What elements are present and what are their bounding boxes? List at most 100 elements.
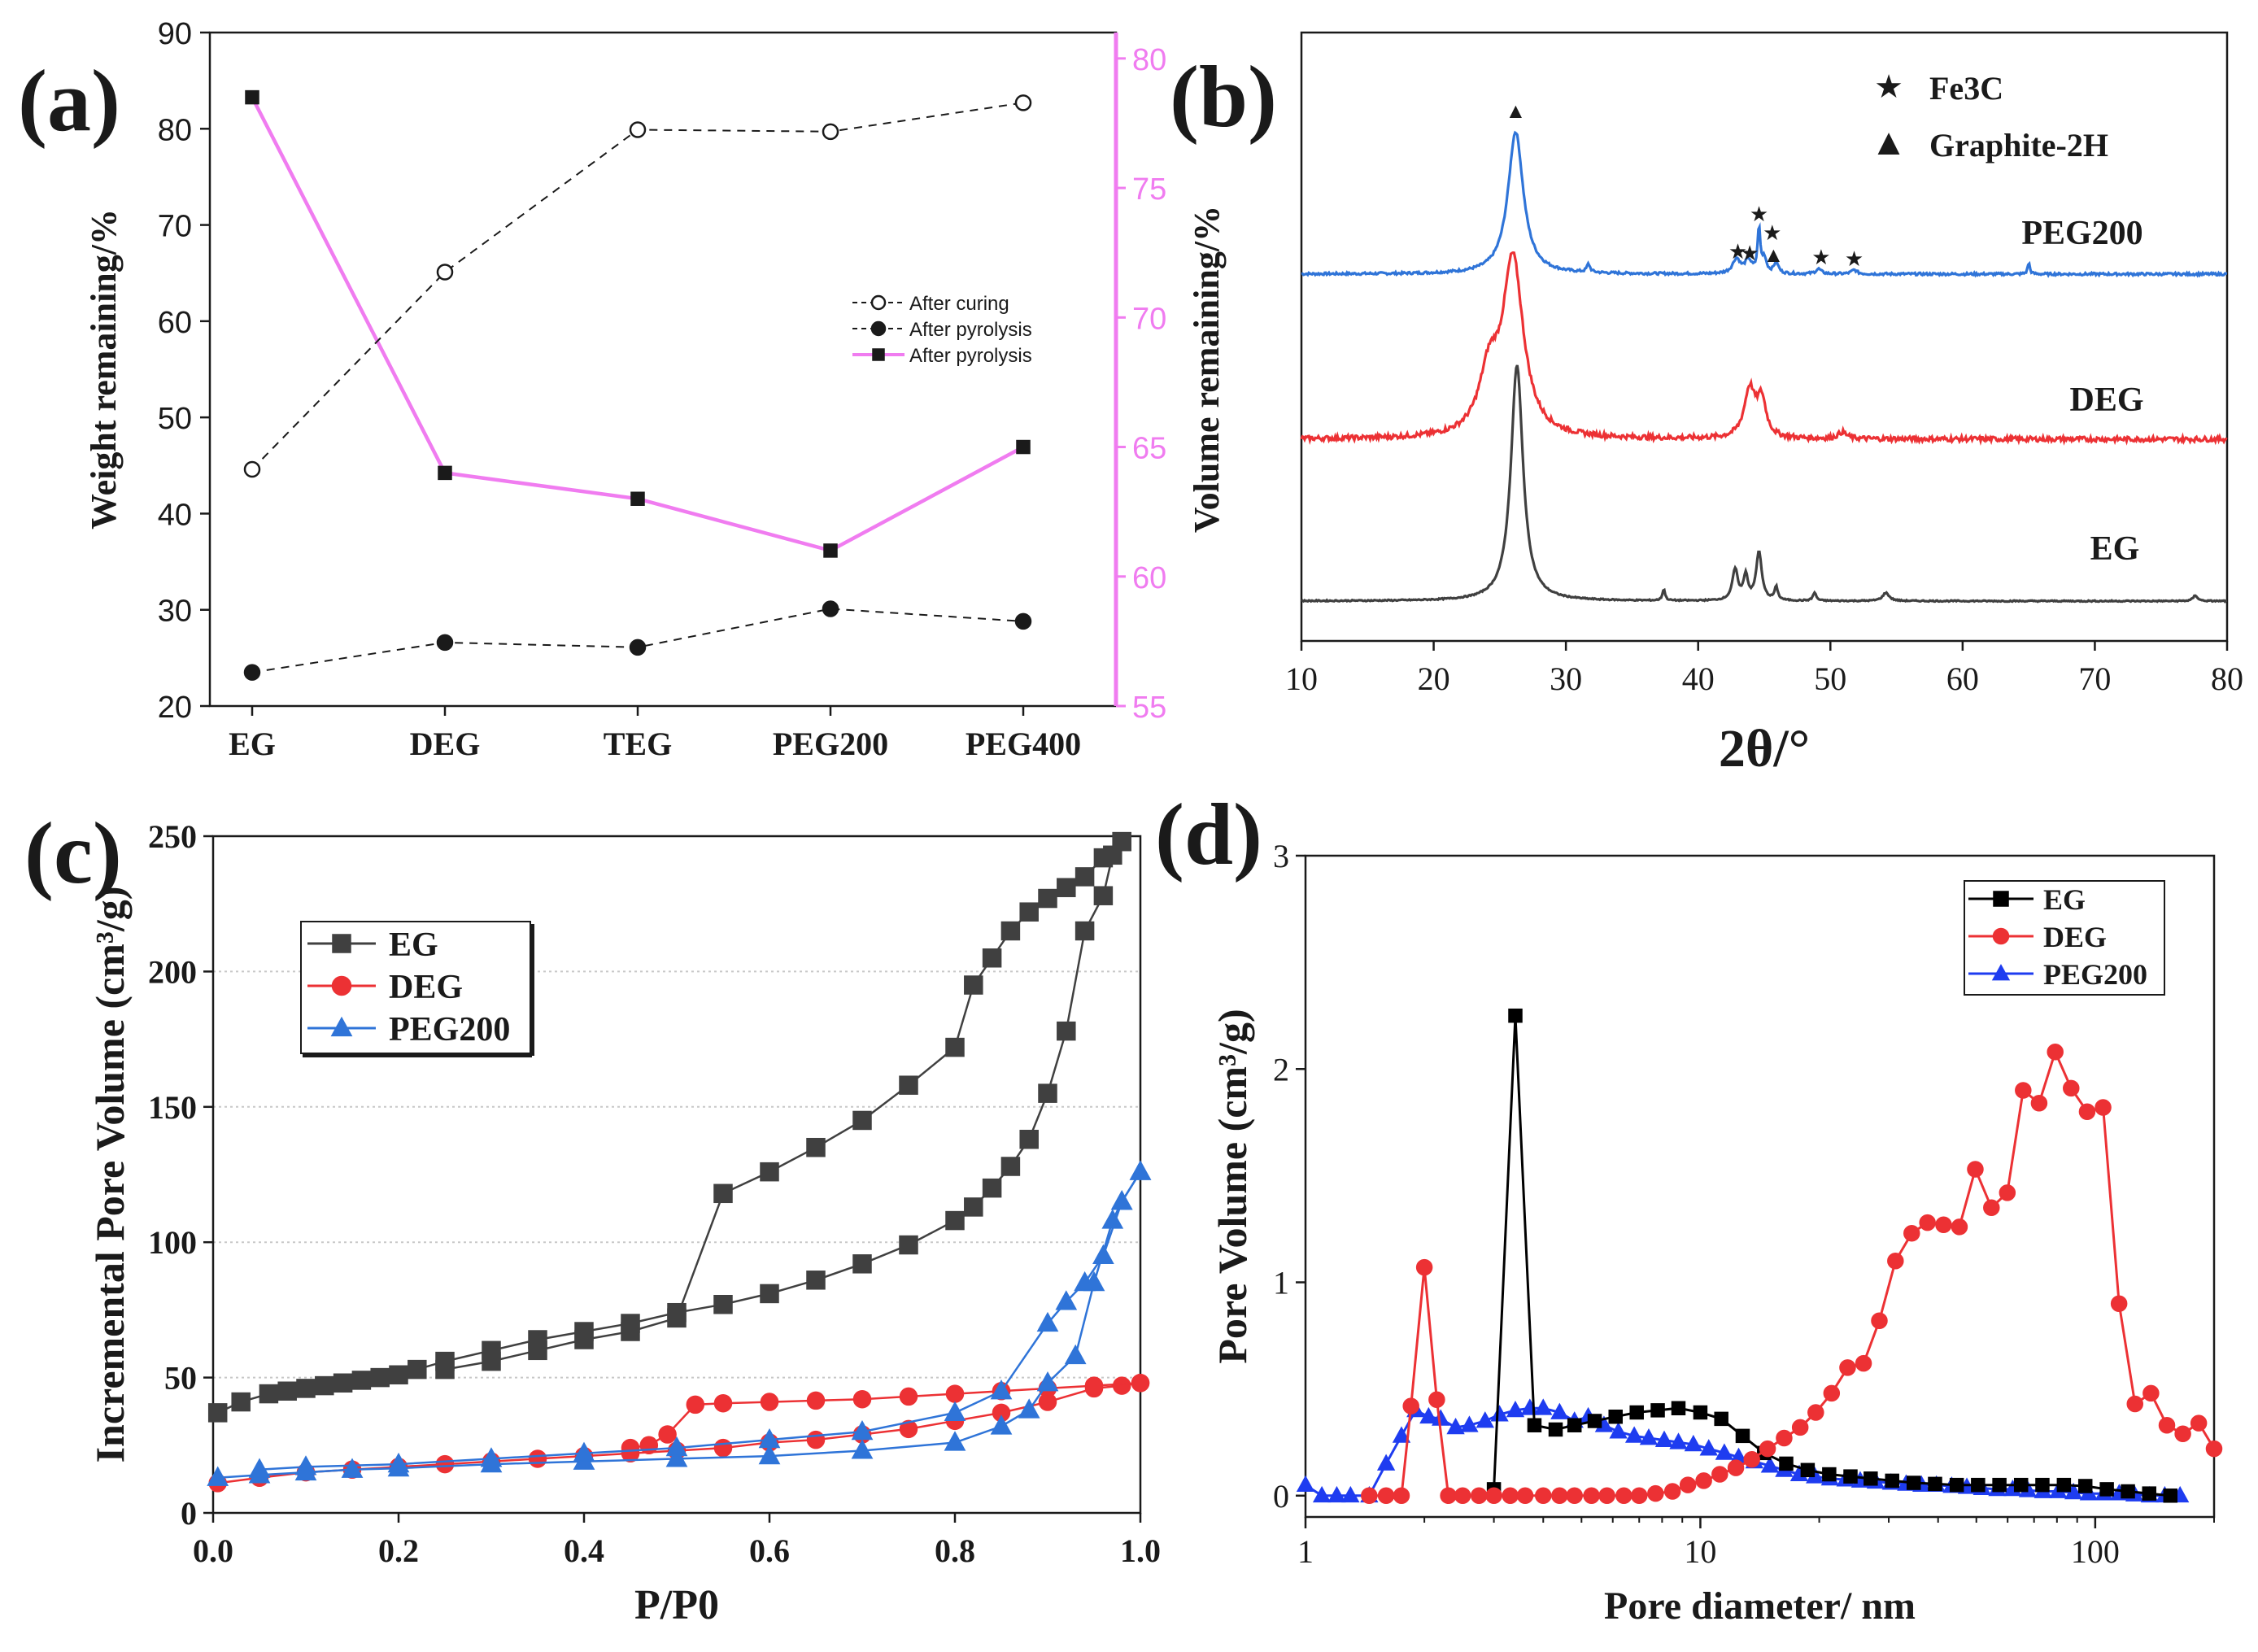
peak-marker-b: ▲ xyxy=(1763,242,1785,267)
x-tick-label-c: 0.6 xyxy=(749,1532,790,1569)
x-tick-label-b: 70 xyxy=(2078,660,2111,697)
point-DEG-d xyxy=(1871,1312,1888,1329)
legend-label-b: Fe3C xyxy=(1929,70,2003,107)
point-EG-d xyxy=(1629,1405,1644,1420)
legend-a: After curing After pyrolysis After pyrolys… xyxy=(848,289,1051,380)
point-EG-c xyxy=(315,1375,334,1396)
point-DEG-d xyxy=(2015,1082,2032,1099)
point-EG-d xyxy=(1527,1418,1542,1432)
point-PEG200-d xyxy=(1490,1405,1509,1422)
point-DEG-c xyxy=(713,1393,733,1413)
point-EG-d xyxy=(1971,1477,1986,1493)
point-DEG-d xyxy=(1807,1404,1824,1421)
point-PEG200-c xyxy=(1064,1344,1087,1365)
y-left-tick-label-a: 70 xyxy=(158,210,192,244)
point-DEG-c xyxy=(1131,1374,1150,1393)
point-DEG-c xyxy=(435,1454,455,1474)
point-EG-c xyxy=(482,1351,501,1371)
point-PEG200-c xyxy=(1018,1398,1040,1419)
point-EG-d xyxy=(1693,1405,1708,1420)
point-DEG-c xyxy=(899,1387,918,1406)
point-PEG200-d xyxy=(1624,1426,1644,1443)
point-DEG-d xyxy=(1903,1224,1920,1242)
point-EG-c xyxy=(713,1183,733,1204)
point-EG-c xyxy=(370,1367,390,1388)
point-EG-c xyxy=(1112,831,1131,852)
point-EG-c xyxy=(806,1271,826,1290)
point-EG-c xyxy=(945,1210,965,1231)
point-PEG200-c xyxy=(573,1441,595,1462)
y-tick-label-c: 50 xyxy=(164,1360,197,1397)
x-axis-title-c: P/P0 xyxy=(634,1582,719,1628)
point-DEG-d xyxy=(2047,1044,2064,1061)
y-right-tick-label-a: 80 xyxy=(1132,43,1166,77)
point-DEG-c xyxy=(1084,1376,1104,1395)
point-DEG-d xyxy=(1598,1487,1615,1505)
legend-label-d: EG xyxy=(2043,883,2086,916)
panel-a: (a) 20 30 40 50 60 70 80 90 55 60 65 70 75 80 EG DEG TEG P… xyxy=(18,17,1227,762)
point-after-curing-a xyxy=(243,460,261,478)
plot-frame-b xyxy=(1300,31,2229,643)
point-EG-d xyxy=(1885,1473,1899,1489)
x-tick-label-d: 1 xyxy=(1297,1533,1314,1570)
pattern-DEG xyxy=(1300,251,2228,446)
point-PEG200-c xyxy=(851,1419,874,1441)
x-tick-label-b: 30 xyxy=(1550,660,1582,697)
legend-label-c: PEG200 xyxy=(389,1011,510,1048)
point-DEG-d xyxy=(1551,1487,1568,1505)
y-right-tick-label-a: 60 xyxy=(1132,561,1166,595)
point-DEG-d xyxy=(2190,1414,2208,1432)
point-PEG200-d xyxy=(1392,1426,1411,1443)
point-volume-a xyxy=(438,465,452,481)
point-after-curing-a xyxy=(436,264,454,281)
point-DEG-d xyxy=(1887,1253,1904,1270)
point-DEG-d xyxy=(1440,1487,1457,1505)
legend-marker-a xyxy=(872,348,885,361)
point-EG-d xyxy=(2142,1486,2156,1501)
point-DEG-d xyxy=(1791,1419,1809,1436)
legend-marker-d xyxy=(1991,964,2011,981)
point-EG-d xyxy=(1864,1471,1878,1486)
y-left-tick-label-a: 40 xyxy=(158,498,192,532)
x-category-label-a: TEG xyxy=(604,726,672,762)
peak-marker-b: ★ xyxy=(1750,202,1768,226)
point-PEG200-c xyxy=(207,1466,229,1486)
x-axis-title-b: 2θ/° xyxy=(1719,719,1810,778)
x-tick-label-c: 0.8 xyxy=(935,1532,975,1569)
legend-marker-c xyxy=(330,1016,353,1037)
point-EG-d xyxy=(1779,1456,1794,1471)
point-EG-c xyxy=(1000,1157,1021,1176)
point-DEG-d xyxy=(1583,1487,1600,1505)
point-EG-d xyxy=(2163,1489,2178,1503)
point-PEG200-d xyxy=(1376,1454,1396,1471)
point-DEG-c xyxy=(760,1393,779,1411)
point-EG-c xyxy=(667,1308,687,1328)
point-EG-d xyxy=(1949,1477,1964,1493)
point-PEG200-d xyxy=(1341,1485,1360,1503)
point-EG-c xyxy=(852,1254,872,1274)
point-PEG200-c xyxy=(1110,1190,1133,1210)
point-PEG200-c xyxy=(665,1436,688,1457)
point-DEG-d xyxy=(1485,1487,1502,1505)
point-PEG200-d xyxy=(1296,1475,1315,1493)
point-after-pyrolysis-a xyxy=(822,600,839,617)
point-EG-c xyxy=(1019,902,1039,922)
point-PEG200-c xyxy=(387,1452,410,1473)
y-right-axis-title-a: Volume remaining/% xyxy=(1187,206,1227,533)
point-DEG-d xyxy=(1516,1487,1534,1505)
point-EG-d xyxy=(1843,1469,1858,1484)
point-volume-a xyxy=(245,89,259,105)
point-DEG-d xyxy=(1630,1487,1648,1505)
point-EG-c xyxy=(435,1359,455,1380)
point-EG-d xyxy=(1671,1401,1686,1415)
legend-label-b: Graphite-2H xyxy=(1929,127,2108,163)
point-PEG200-d xyxy=(1760,1456,1780,1473)
panel-b: (b)10 20 30 40 50 60 70 802θ/°PEG200DEGEG▲★★★★▲… xyxy=(1170,31,2243,778)
point-EG-c xyxy=(351,1371,372,1390)
point-EG-c xyxy=(207,1403,228,1423)
point-DEG-d xyxy=(1839,1359,1856,1376)
point-DEG-d xyxy=(1471,1487,1488,1505)
point-DEG-d xyxy=(2174,1425,2191,1442)
panel-label-a: (a) xyxy=(18,53,120,150)
